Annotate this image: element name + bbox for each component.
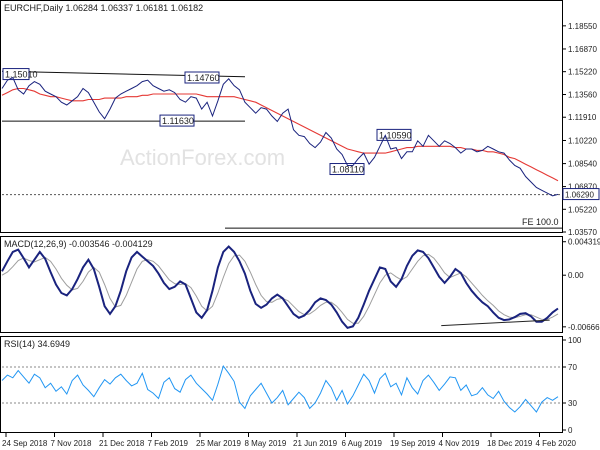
rsi-tick-label: 100 <box>568 336 582 345</box>
rsi-title: RSI(14) 34.6949 <box>4 339 70 349</box>
price-annotation-label: 1.14760 <box>187 73 220 83</box>
price-annotation-box <box>159 114 195 127</box>
rsi-tick-label: 70 <box>568 363 577 372</box>
macd-line <box>1 245 559 330</box>
price-tick-label: 1.06870 <box>568 183 597 192</box>
price-tick-label: 1.08540 <box>568 160 597 169</box>
macd-trendline <box>441 319 550 327</box>
price-tick-label: 1.05220 <box>568 205 597 214</box>
watermark: ActionForex.com <box>120 145 285 170</box>
x-tick-label: 7 Nov 2018 <box>51 439 92 448</box>
x-tick-label: 25 Mar 2019 <box>196 439 241 448</box>
x-tick-label: 21 Jun 2019 <box>293 439 338 448</box>
price-annotation-box <box>376 128 412 141</box>
macd-panel: 0.004319 0.00 -0.006663 MACD(12,26,9) -0.0… <box>0 236 600 333</box>
rsi-line <box>1 365 559 413</box>
price-sma-line <box>1 87 559 182</box>
x-tick-label: 4 Feb 2020 <box>536 439 577 448</box>
rsi-tick-label: 0 <box>568 426 573 435</box>
price-annotation-box <box>184 71 220 84</box>
price-tick-label: 1.10220 <box>568 136 597 145</box>
x-axis: 24 Sep 2018 7 Nov 2018 21 Dec 2018 7 Feb 20… <box>2 433 577 448</box>
price-tick-label: 1.03570 <box>568 228 597 237</box>
price-line <box>1 76 559 197</box>
x-tick-label: 18 Dec 2019 <box>487 439 533 448</box>
x-tick-label: 7 Feb 2019 <box>148 439 189 448</box>
macd-signal-line <box>1 253 559 324</box>
macd-tick-label: 0.004319 <box>568 238 600 247</box>
fe-label: FE 100.0 <box>522 217 559 227</box>
x-tick-label: 4 Nov 2019 <box>439 439 480 448</box>
x-tick-label: 19 Sep 2019 <box>390 439 436 448</box>
price-annotation-label: 1.11630 <box>162 116 194 126</box>
current-price-box <box>562 188 600 201</box>
price-tick-label: 1.15220 <box>568 68 597 77</box>
price-title: EURCHF,Daily 1.06284 1.06337 1.06181 1.0… <box>4 3 203 13</box>
price-annotation-label: 1.15010 <box>5 70 38 80</box>
rsi-axis: 100 70 30 0 <box>2 336 582 435</box>
current-price-label: 1.06290 <box>565 191 594 200</box>
price-annotation-box <box>2 68 30 81</box>
x-tick-label: 21 Dec 2018 <box>99 439 145 448</box>
x-tick-label: 24 Sep 2018 <box>2 439 48 448</box>
price-axis: 1.18550 1.16870 1.15220 1.13560 1.11910 1.102… <box>562 22 597 237</box>
price-annotations: 1.15010 1.14760 1.11630 1.10590 1.08110 FE 10… <box>1 68 600 229</box>
price-tick-label: 1.18550 <box>568 22 597 31</box>
rsi-tick-label: 30 <box>568 399 577 408</box>
price-annotation-label: 1.08110 <box>332 165 364 175</box>
x-tick-label: 8 May 2019 <box>245 439 287 448</box>
macd-axis: 0.004319 0.00 -0.006663 <box>562 238 600 332</box>
rsi-panel: 100 70 30 0 RSI(14) 34.6949 <box>0 336 582 435</box>
price-tick-label: 1.11910 <box>568 113 597 122</box>
macd-title: MACD(12,26,9) -0.003546 -0.004129 <box>4 239 153 249</box>
x-tick-label: 6 Aug 2019 <box>342 439 383 448</box>
price-tick-label: 1.16870 <box>568 45 597 54</box>
macd-tick-label: -0.006663 <box>568 323 600 332</box>
price-panel: ActionForex.com 1.185501.168701.152201.1… <box>0 0 600 237</box>
price-annotation-label: 1.10590 <box>379 130 412 140</box>
price-tick-label: 1.13560 <box>568 91 597 100</box>
macd-tick-label: 0.00 <box>568 271 584 280</box>
